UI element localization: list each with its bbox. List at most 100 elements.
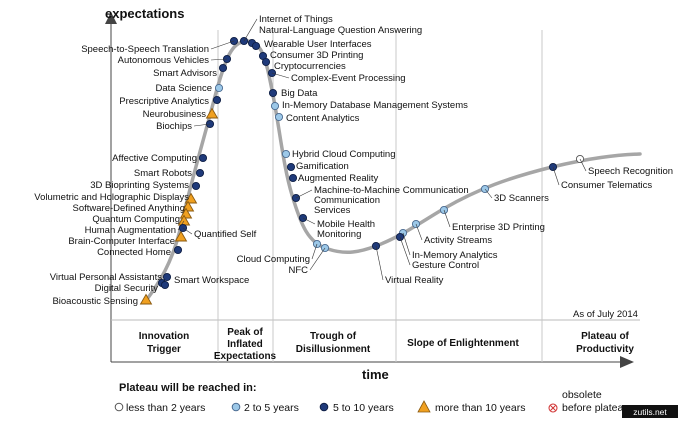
tech-nfc: NFC xyxy=(288,243,330,276)
tech-virtual-reality: Virtual Reality xyxy=(371,241,444,286)
tech-affective-computing: Affective Computing xyxy=(112,153,208,164)
tech-label: 3D Bioprinting Systems xyxy=(90,180,189,191)
tech-marker xyxy=(173,245,183,255)
tech-marker xyxy=(288,173,298,183)
tech-connector xyxy=(210,58,228,61)
legend-less2-marker xyxy=(114,402,124,412)
tech-label: Speech Recognition xyxy=(588,166,673,177)
tech-brain-computer-interface: Brain-Computer Interface xyxy=(68,230,188,247)
tech-marker xyxy=(274,112,284,122)
tech-marker xyxy=(179,207,193,219)
tech-marker xyxy=(261,57,271,67)
tech-marker xyxy=(195,168,205,178)
tech-label: Brain-Computer Interface xyxy=(68,236,175,247)
tech-big-data: Big Data xyxy=(268,88,318,99)
tech-marker xyxy=(270,101,280,111)
tech-label: Cryptocurrencies xyxy=(274,61,346,72)
tech-marker xyxy=(268,88,278,98)
tech-marker xyxy=(139,293,153,305)
tech-label: Quantified Self xyxy=(194,229,257,240)
as-of-date: As of July 2014 xyxy=(573,309,638,320)
tech-consumer-telematics: Consumer Telematics xyxy=(548,162,652,191)
tech-marker xyxy=(281,149,291,159)
tech-marker xyxy=(214,83,224,93)
legend-more10-label: more than 10 years xyxy=(435,402,525,414)
phase-labels: Innovation Trigger Peak of Inflated Expe… xyxy=(139,327,635,362)
tech-label: Connected Home xyxy=(97,247,171,258)
tech-label: Consumer Telematics xyxy=(561,180,652,191)
tech-connector xyxy=(402,232,411,256)
tech-marker xyxy=(174,230,188,242)
tech-consumer-3d-printing: Consumer 3D Printing xyxy=(258,50,363,61)
legend-obsolete-marker xyxy=(548,403,558,413)
phase-trough-line1: Trough of xyxy=(310,331,357,342)
tech-label: Bioacoustic Sensing xyxy=(52,296,138,307)
tech-label: Wearable User Interfaces xyxy=(264,39,372,50)
tech-label: Autonomous Vehicles xyxy=(118,55,210,66)
tech-mobile-health-monitoring: Mobile Health Monitoring xyxy=(298,213,375,240)
tech-smart-robots: Smart Robots xyxy=(134,168,205,179)
tech-label: Software-Defined Anything xyxy=(73,203,185,214)
tech-label: Affective Computing xyxy=(112,153,197,164)
tech-cloud-computing: Cloud Computing xyxy=(237,239,322,265)
tech-label: Virtual Reality xyxy=(385,275,444,286)
tech-marker xyxy=(212,95,222,105)
legend-obsolete-label-line2: before plateau xyxy=(562,402,629,414)
tech-connector xyxy=(375,245,384,281)
tech-speech-to-speech-translation: Speech-to-Speech Translation xyxy=(81,36,239,55)
tech-label: Mobile Health Monitoring xyxy=(317,219,375,240)
tech-label: Smart Advisors xyxy=(153,68,217,79)
tech-label: Complex-Event Processing xyxy=(291,73,406,84)
tech-label: Internet of Things xyxy=(259,14,333,25)
tech-biochips: Biochips xyxy=(156,119,215,132)
tech-label: Content Analytics xyxy=(286,113,360,124)
phase-slope-line1: Slope of Enlightenment xyxy=(407,338,519,349)
phase-innovation-trigger-line1: Innovation xyxy=(139,331,190,342)
tech-marker xyxy=(181,200,195,212)
tech-connector xyxy=(579,158,587,172)
tech-connector xyxy=(552,166,560,186)
tech-smart-workspace: Smart Workspace xyxy=(160,275,249,290)
tech-connector xyxy=(210,40,235,50)
tech-augmented-reality: Augmented Reality xyxy=(288,173,379,184)
tech-label: Activity Streams xyxy=(424,235,492,246)
tech-3d-bioprinting-systems: 3D Bioprinting Systems xyxy=(90,180,201,191)
tech-marker xyxy=(205,107,219,119)
tech-label: Machine-to-Machine Communication Communic… xyxy=(314,185,469,216)
tech-connector xyxy=(193,123,211,127)
tech-label: Neurobusiness xyxy=(143,109,207,120)
tech-label: Digital Security xyxy=(95,283,159,294)
tech-speech-recognition: Speech Recognition xyxy=(575,154,673,177)
tech-label: Hybrid Cloud Computing xyxy=(292,149,396,160)
tech-hybrid-cloud-computing: Hybrid Cloud Computing xyxy=(281,149,396,160)
x-axis-arrow xyxy=(620,356,634,368)
tech-label: Smart Workspace xyxy=(174,275,249,286)
phase-peak-line1: Peak of xyxy=(227,327,263,338)
tech-marker xyxy=(191,181,201,191)
tech-label: Volumetric and Holographic Displays xyxy=(34,192,189,203)
tech-connector xyxy=(443,209,451,228)
tech-connector xyxy=(243,18,258,42)
legend-5to10-marker xyxy=(319,402,329,412)
tech-bioacoustic-sensing: Bioacoustic Sensing xyxy=(52,293,153,307)
tech-marker xyxy=(218,63,228,73)
tech-label: Gesture Control xyxy=(412,260,479,271)
tech-connector xyxy=(399,236,411,266)
watermark-box xyxy=(622,405,678,418)
phase-plateau-line2: Productivity xyxy=(576,344,634,355)
tech-label: Consumer 3D Printing xyxy=(270,50,363,61)
tech-label: Enterprise 3D Printing xyxy=(452,222,545,233)
tech-label: Speech-to-Speech Translation xyxy=(81,44,209,55)
tech-label: Data Science xyxy=(155,83,212,94)
legend-2to5-label: 2 to 5 years xyxy=(244,402,299,414)
tech-label: In-Memory Analytics xyxy=(412,250,498,261)
tech-marker xyxy=(160,280,170,290)
tech-content-analytics: Content Analytics xyxy=(274,112,360,124)
phase-innovation-trigger-line2: Trigger xyxy=(147,344,181,355)
tech-connector xyxy=(415,223,423,241)
tech-connector xyxy=(484,188,493,199)
tech-enterprise-3d-printing: Enterprise 3D Printing xyxy=(439,205,545,233)
legend-5to10-label: 5 to 10 years xyxy=(333,402,394,414)
tech-internet-of-things: Internet of Things xyxy=(239,14,333,46)
tech-cryptocurrencies: Cryptocurrencies xyxy=(261,57,346,72)
